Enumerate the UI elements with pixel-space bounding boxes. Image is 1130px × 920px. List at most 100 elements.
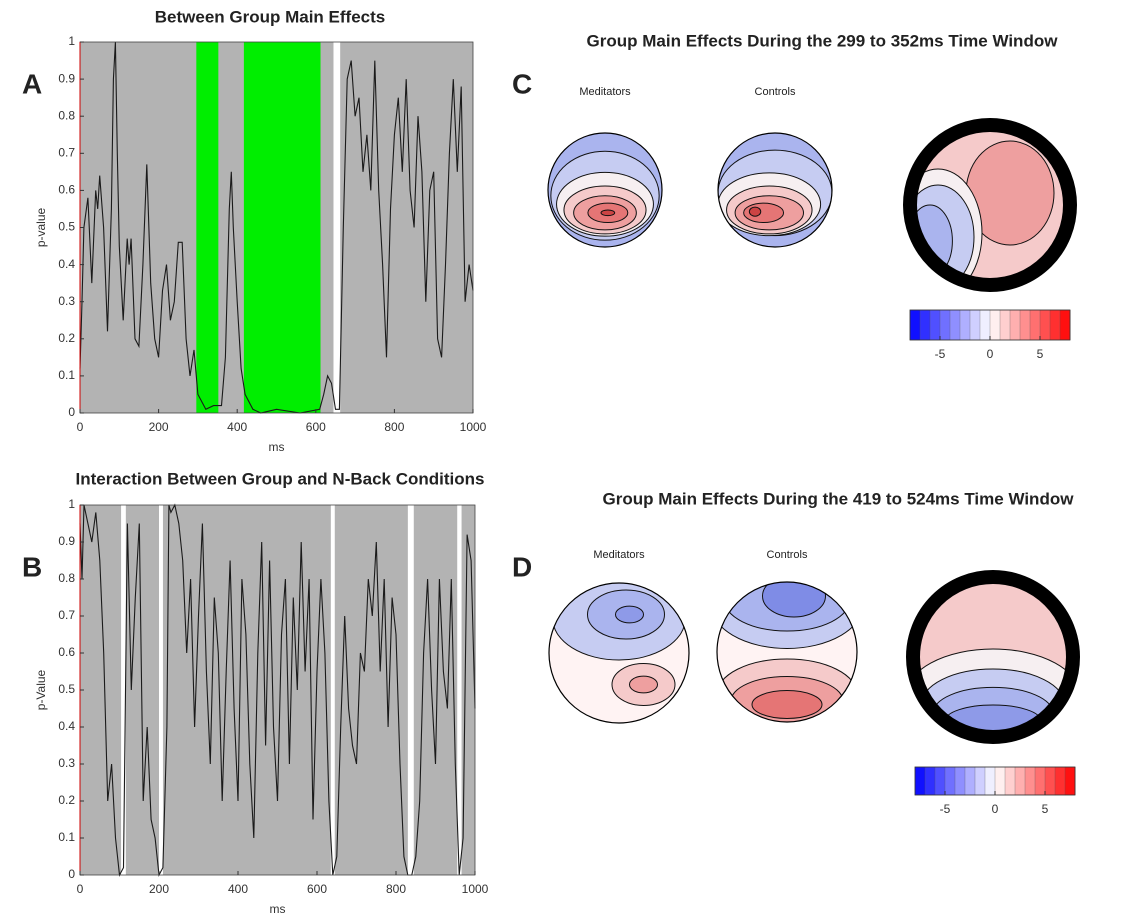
head-outline	[547, 132, 663, 248]
chart-title: Between Group Main Effects	[155, 7, 385, 26]
y-tick-label: 0.8	[58, 571, 75, 585]
y-tick-label: 1	[68, 497, 75, 511]
y-tick-label: 0.8	[58, 108, 75, 122]
head-label: Meditators	[579, 86, 631, 98]
contour	[748, 206, 762, 217]
x-tick-label: 800	[386, 882, 406, 896]
x-tick-label: 200	[149, 420, 169, 434]
y-tick-label: 0.2	[58, 793, 75, 807]
colorbar-swatch	[994, 766, 1006, 796]
y-axis-label: p-value	[34, 207, 48, 247]
colorbar-swatch	[1059, 309, 1071, 341]
highlight-span	[243, 42, 321, 413]
colorbar-tick-label: 0	[992, 802, 999, 816]
colorbar-tick-label: 0	[987, 347, 994, 361]
highlight-span	[121, 505, 126, 875]
x-tick-label: 600	[306, 420, 326, 434]
plot-background	[80, 505, 475, 875]
x-axis-label: ms	[270, 902, 286, 915]
y-tick-label: 0.7	[58, 145, 75, 159]
highlight-span	[330, 505, 335, 875]
colorbar-swatch	[979, 309, 991, 341]
colorbar-swatch	[924, 766, 936, 796]
colorbar-swatch	[974, 766, 986, 796]
head-outline	[548, 582, 690, 724]
x-axis-label: ms	[269, 440, 285, 454]
topomap	[718, 133, 832, 247]
chart-title: Interaction Between Group and N-Back Con…	[76, 469, 485, 488]
topomap	[717, 582, 857, 722]
y-tick-label: 0.2	[58, 331, 75, 345]
colorbar-tick-label: 5	[1042, 802, 1049, 816]
colorbar-swatch	[999, 309, 1011, 341]
colorbar-swatch	[1009, 309, 1021, 341]
colorbar-swatch	[1024, 766, 1036, 796]
colorbar-tick-label: -5	[940, 802, 951, 816]
highlight-span	[457, 505, 462, 875]
colorbar-swatch	[984, 766, 996, 796]
y-tick-label: 0	[68, 867, 75, 881]
contour	[600, 209, 616, 217]
y-tick-label: 0.4	[58, 719, 75, 733]
y-axis-label: p-Value	[34, 669, 48, 710]
y-tick-label: 0.5	[58, 220, 75, 234]
y-tick-label: 0.7	[58, 608, 75, 622]
colorbar-swatch	[1029, 309, 1041, 341]
colorbar-swatch	[1049, 309, 1061, 341]
colorbar-swatch	[1019, 309, 1031, 341]
y-tick-label: 0.5	[58, 682, 75, 696]
contour	[629, 675, 658, 694]
colorbar-swatch	[914, 766, 926, 796]
colorbar-swatch	[969, 309, 981, 341]
colorbar-swatch	[934, 766, 946, 796]
head-label: Controls	[755, 86, 796, 98]
colorbar-swatch	[1064, 766, 1076, 796]
colorbar-swatch	[1039, 309, 1051, 341]
head-outline	[717, 132, 833, 248]
colorbar-swatch	[1014, 766, 1026, 796]
colorbar-swatch	[909, 309, 921, 341]
y-tick-label: 0.6	[58, 183, 75, 197]
colorbar-swatch	[949, 309, 961, 341]
x-tick-label: 200	[149, 882, 169, 896]
p-value-line	[79, 41, 474, 414]
contour	[751, 690, 823, 719]
colorbar-swatch	[1054, 766, 1066, 796]
colorbar-tick-label: -5	[935, 347, 946, 361]
highlight-span	[407, 505, 414, 875]
x-tick-label: 400	[227, 420, 247, 434]
colorbar-swatch	[989, 309, 1001, 341]
x-tick-label: 0	[77, 420, 84, 434]
y-tick-label: 0.9	[58, 71, 75, 85]
x-tick-label: 400	[228, 882, 248, 896]
contour	[762, 582, 826, 618]
panel-letter: B	[22, 551, 42, 582]
x-tick-label: 0	[77, 882, 84, 896]
y-tick-label: 0.9	[58, 534, 75, 548]
colorbar-swatch	[1044, 766, 1056, 796]
y-tick-label: 0.6	[58, 645, 75, 659]
head-label: Meditators	[593, 549, 645, 561]
colorbar-swatch	[919, 309, 931, 341]
colorbar-swatch	[954, 766, 966, 796]
y-tick-label: 0.4	[58, 257, 75, 271]
panel-letter: D	[512, 551, 532, 582]
y-tick-label: 1	[68, 34, 75, 48]
y-tick-label: 0	[68, 405, 75, 419]
x-tick-label: 1000	[462, 882, 489, 896]
y-tick-label: 0.1	[58, 368, 75, 382]
topomap	[548, 133, 662, 247]
y-tick-label: 0.3	[58, 756, 75, 770]
colorbar-swatch	[944, 766, 956, 796]
head-outline	[903, 118, 1077, 292]
x-tick-label: 600	[307, 882, 327, 896]
highlight-span	[159, 505, 163, 875]
x-tick-label: 1000	[460, 420, 487, 434]
x-tick-label: 800	[384, 420, 404, 434]
highlight-span	[196, 42, 219, 413]
colorbar-swatch	[1004, 766, 1016, 796]
y-tick-label: 0.1	[58, 830, 75, 844]
panel-title: Group Main Effects During the 299 to 352…	[587, 31, 1059, 50]
